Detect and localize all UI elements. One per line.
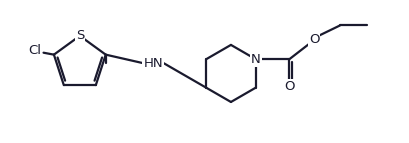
Text: S: S xyxy=(75,29,84,42)
Text: N: N xyxy=(250,53,260,66)
Text: HN: HN xyxy=(143,57,162,69)
Text: O: O xyxy=(308,33,319,46)
Text: O: O xyxy=(283,80,294,93)
Text: Cl: Cl xyxy=(28,44,41,57)
